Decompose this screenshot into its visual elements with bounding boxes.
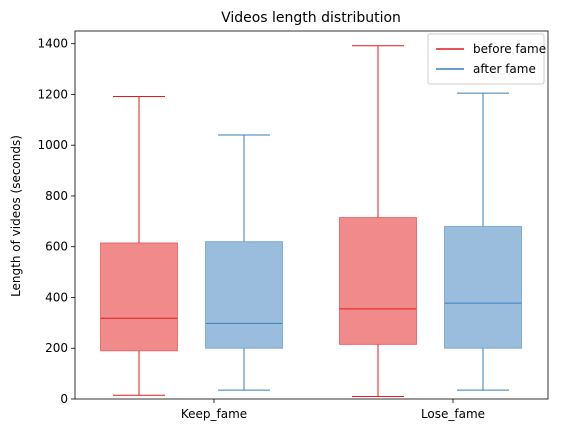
x-tick-label: Keep_fame (181, 407, 247, 421)
y-tick-label: 600 (45, 240, 68, 254)
box-before-fame (100, 242, 178, 352)
y-tick-label: 200 (45, 341, 68, 355)
x-tick-label: Lose_fame (421, 407, 485, 421)
plot-area: 0 200 400 600 800 1000 1200 1400 Keep_fame Lose_f… (37, 30, 549, 421)
y-tick-label: 1000 (37, 138, 68, 152)
y-tick-label: 1200 (37, 87, 68, 101)
box-after-fame (205, 241, 283, 349)
y-tick-label: 1400 (37, 37, 68, 51)
legend-box (427, 33, 545, 85)
legend: before fame after fame (427, 33, 546, 85)
y-tick-label: 400 (45, 290, 68, 304)
y-tick-label: 0 (60, 392, 68, 406)
legend-label: before fame (473, 42, 546, 56)
chart-title: Videos length distribution (221, 10, 401, 26)
axes-frame (74, 30, 549, 400)
box-before-fame (339, 217, 417, 345)
y-axis-label: Length of videos (seconds) (9, 135, 23, 297)
box-after-fame (444, 225, 522, 349)
y-tick-label: 800 (45, 189, 68, 203)
legend-label: after fame (473, 62, 536, 76)
